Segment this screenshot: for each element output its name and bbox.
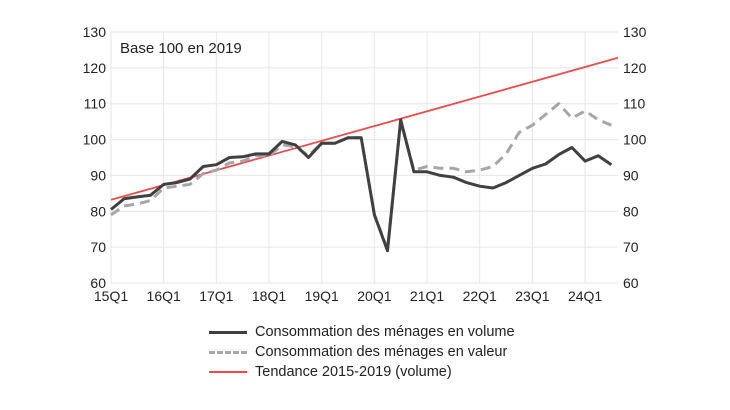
series-lines — [110, 56, 619, 253]
right-y-tick-label: 130 — [623, 24, 647, 40]
left-y-tick-label: 100 — [83, 132, 107, 148]
x-tick-label: 20Q1 — [357, 288, 391, 304]
legend-label-valeur: Consommation des ménages en valeur — [255, 344, 508, 360]
legend-swatch-valeur — [209, 350, 247, 354]
x-tick-label: 19Q1 — [305, 288, 339, 304]
x-tick-label: 15Q1 — [94, 288, 128, 304]
right-y-axis: 60 70 80 90 100 110 120 130 — [623, 24, 647, 291]
chart: 60 70 80 90 100 110 120 130 60 70 80 90 100 110 120 13… — [83, 24, 647, 304]
left-y-tick-label: 60 — [90, 275, 106, 291]
right-y-tick-label: 80 — [623, 203, 639, 219]
x-tick-label: 17Q1 — [199, 288, 233, 304]
series-line-trend — [110, 56, 619, 201]
series-line-volume — [110, 118, 613, 253]
right-y-tick-label: 120 — [623, 60, 647, 76]
x-tick-label: 23Q1 — [515, 288, 549, 304]
x-tick-label: 16Q1 — [147, 288, 181, 304]
legend-item-volume: Consommation des ménages en volume — [209, 322, 515, 342]
x-tick-label: 22Q1 — [463, 288, 497, 304]
legend-swatch-volume — [209, 330, 247, 334]
left-y-tick-label: 120 — [83, 60, 107, 76]
right-y-tick-label: 100 — [623, 132, 647, 148]
left-y-tick-label: 110 — [84, 96, 107, 112]
right-y-tick-label: 90 — [623, 167, 639, 183]
left-y-tick-label: 70 — [90, 239, 106, 255]
x-tick-label: 21Q1 — [410, 288, 444, 304]
right-y-tick-label: 70 — [623, 239, 639, 255]
legend-label-trend: Tendance 2015-2019 (volume) — [255, 364, 452, 380]
x-tick-label: 18Q1 — [252, 288, 286, 304]
legend-swatch-trend — [209, 371, 247, 373]
chart-annotation: Base 100 en 2019 — [120, 40, 242, 57]
legend: Consommation des ménages en volume Conso… — [209, 322, 515, 382]
x-axis: 15Q1 16Q1 17Q1 18Q1 19Q1 20Q1 21Q1 22Q1 23Q1 24Q1 — [94, 288, 603, 304]
right-y-tick-label: 60 — [623, 275, 639, 291]
legend-label-volume: Consommation des ménages en volume — [255, 324, 515, 340]
left-y-axis: 60 70 80 90 100 110 120 130 — [83, 24, 107, 291]
left-y-tick-label: 130 — [83, 24, 107, 40]
series-line-valeur — [110, 102, 612, 251]
left-y-tick-label: 80 — [90, 203, 106, 219]
grid — [110, 31, 618, 284]
legend-item-valeur: Consommation des ménages en valeur — [209, 342, 515, 362]
legend-item-trend: Tendance 2015-2019 (volume) — [209, 362, 515, 382]
left-y-tick-label: 90 — [90, 167, 106, 183]
right-y-tick-label: 110 — [623, 96, 646, 112]
x-tick-label: 24Q1 — [568, 288, 602, 304]
